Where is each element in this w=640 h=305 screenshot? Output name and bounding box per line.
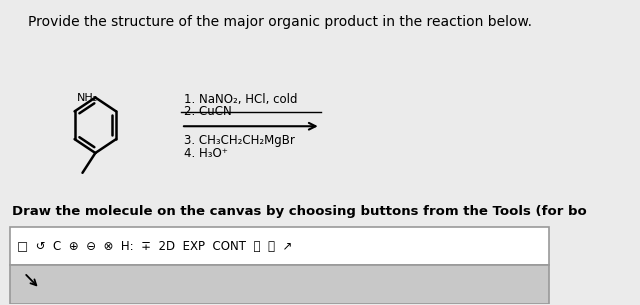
Text: □  ↺  C  ⊕  ⊖  ⊗  H:  ∓  2D  EXP  CONT  ⓘ  ❓  ↗: □ ↺ C ⊕ ⊖ ⊗ H: ∓ 2D EXP CONT ⓘ ❓ ↗ bbox=[17, 240, 292, 253]
Text: 2. CuCN: 2. CuCN bbox=[184, 106, 231, 118]
Text: NH₂: NH₂ bbox=[77, 93, 99, 103]
Text: Draw the molecule on the canvas by choosing buttons from the Tools (for bo: Draw the molecule on the canvas by choos… bbox=[12, 205, 587, 217]
Text: Provide the structure of the major organic product in the reaction below.: Provide the structure of the major organ… bbox=[28, 15, 532, 29]
Text: 4. H₃O⁺: 4. H₃O⁺ bbox=[184, 147, 227, 160]
Bar bbox=[10, 265, 549, 303]
Text: 1. NaNO₂, HCl, cold: 1. NaNO₂, HCl, cold bbox=[184, 92, 297, 106]
FancyBboxPatch shape bbox=[10, 227, 549, 265]
Text: 3. CH₃CH₂CH₂MgBr: 3. CH₃CH₂CH₂MgBr bbox=[184, 134, 294, 147]
